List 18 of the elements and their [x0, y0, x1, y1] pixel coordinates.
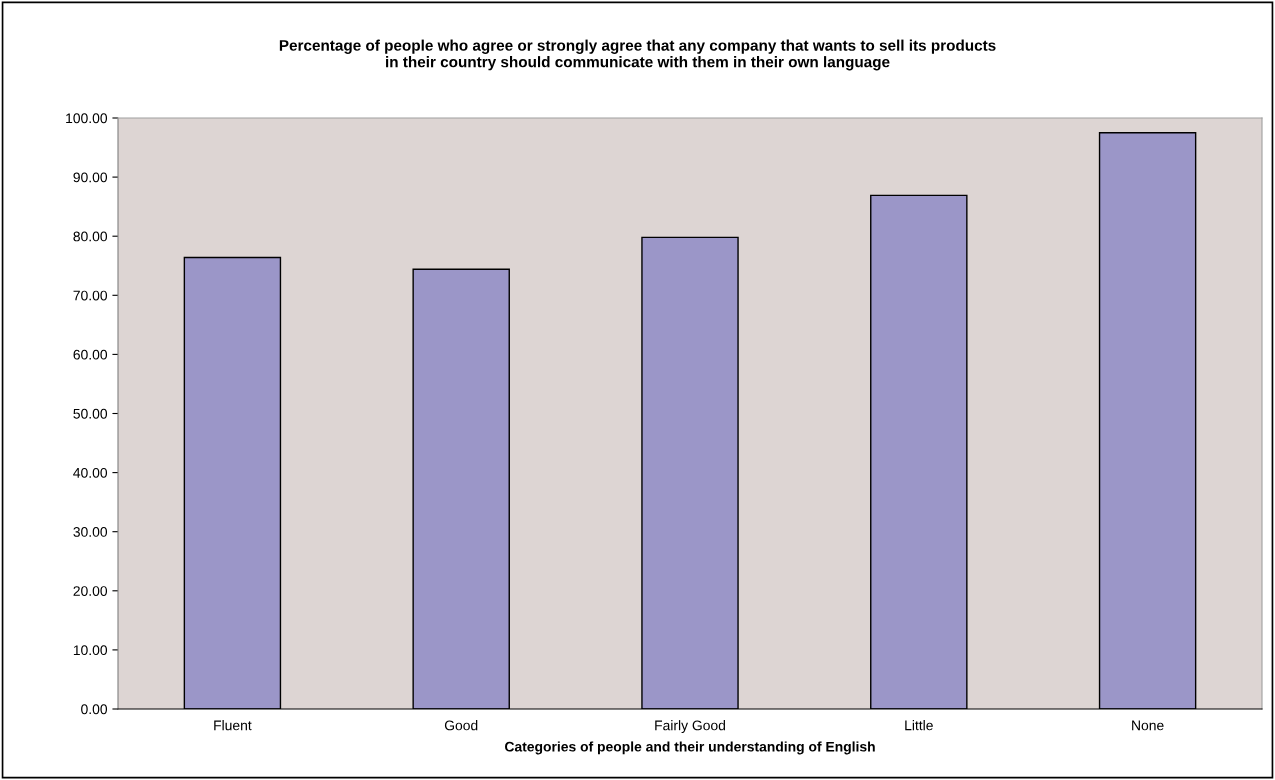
x-tick-label: Fluent [214, 720, 252, 731]
y-tick-label: 30.00 [73, 527, 108, 537]
x-tick-label: None [1132, 720, 1164, 731]
x-tick-label: Little [905, 720, 933, 731]
x-axis-title: Categories of people and their understanding of English [505, 741, 875, 755]
y-tick-label: 80.00 [73, 231, 108, 242]
x-tick-label: Fairly Good [655, 720, 725, 734]
y-tick-label: 100.00 [66, 113, 108, 124]
y-tick-label: 40.00 [73, 467, 108, 478]
chart-title: Percentage of people who agree or strongly agree that any company that wants to sell its products in their country should communicate with them in their own language [279, 39, 996, 71]
x-tick-label: Good [444, 720, 478, 731]
y-tick-label: 10.00 [73, 645, 108, 656]
y-tick-label: 70.00 [73, 290, 108, 301]
y-tick-label: 60.00 [73, 349, 108, 360]
y-tick-label: 20.00 [73, 586, 108, 596]
y-tick-label: 0.00 [81, 704, 108, 715]
y-tick-label: 50.00 [73, 408, 108, 419]
y-tick-label: 90.00 [73, 172, 108, 183]
